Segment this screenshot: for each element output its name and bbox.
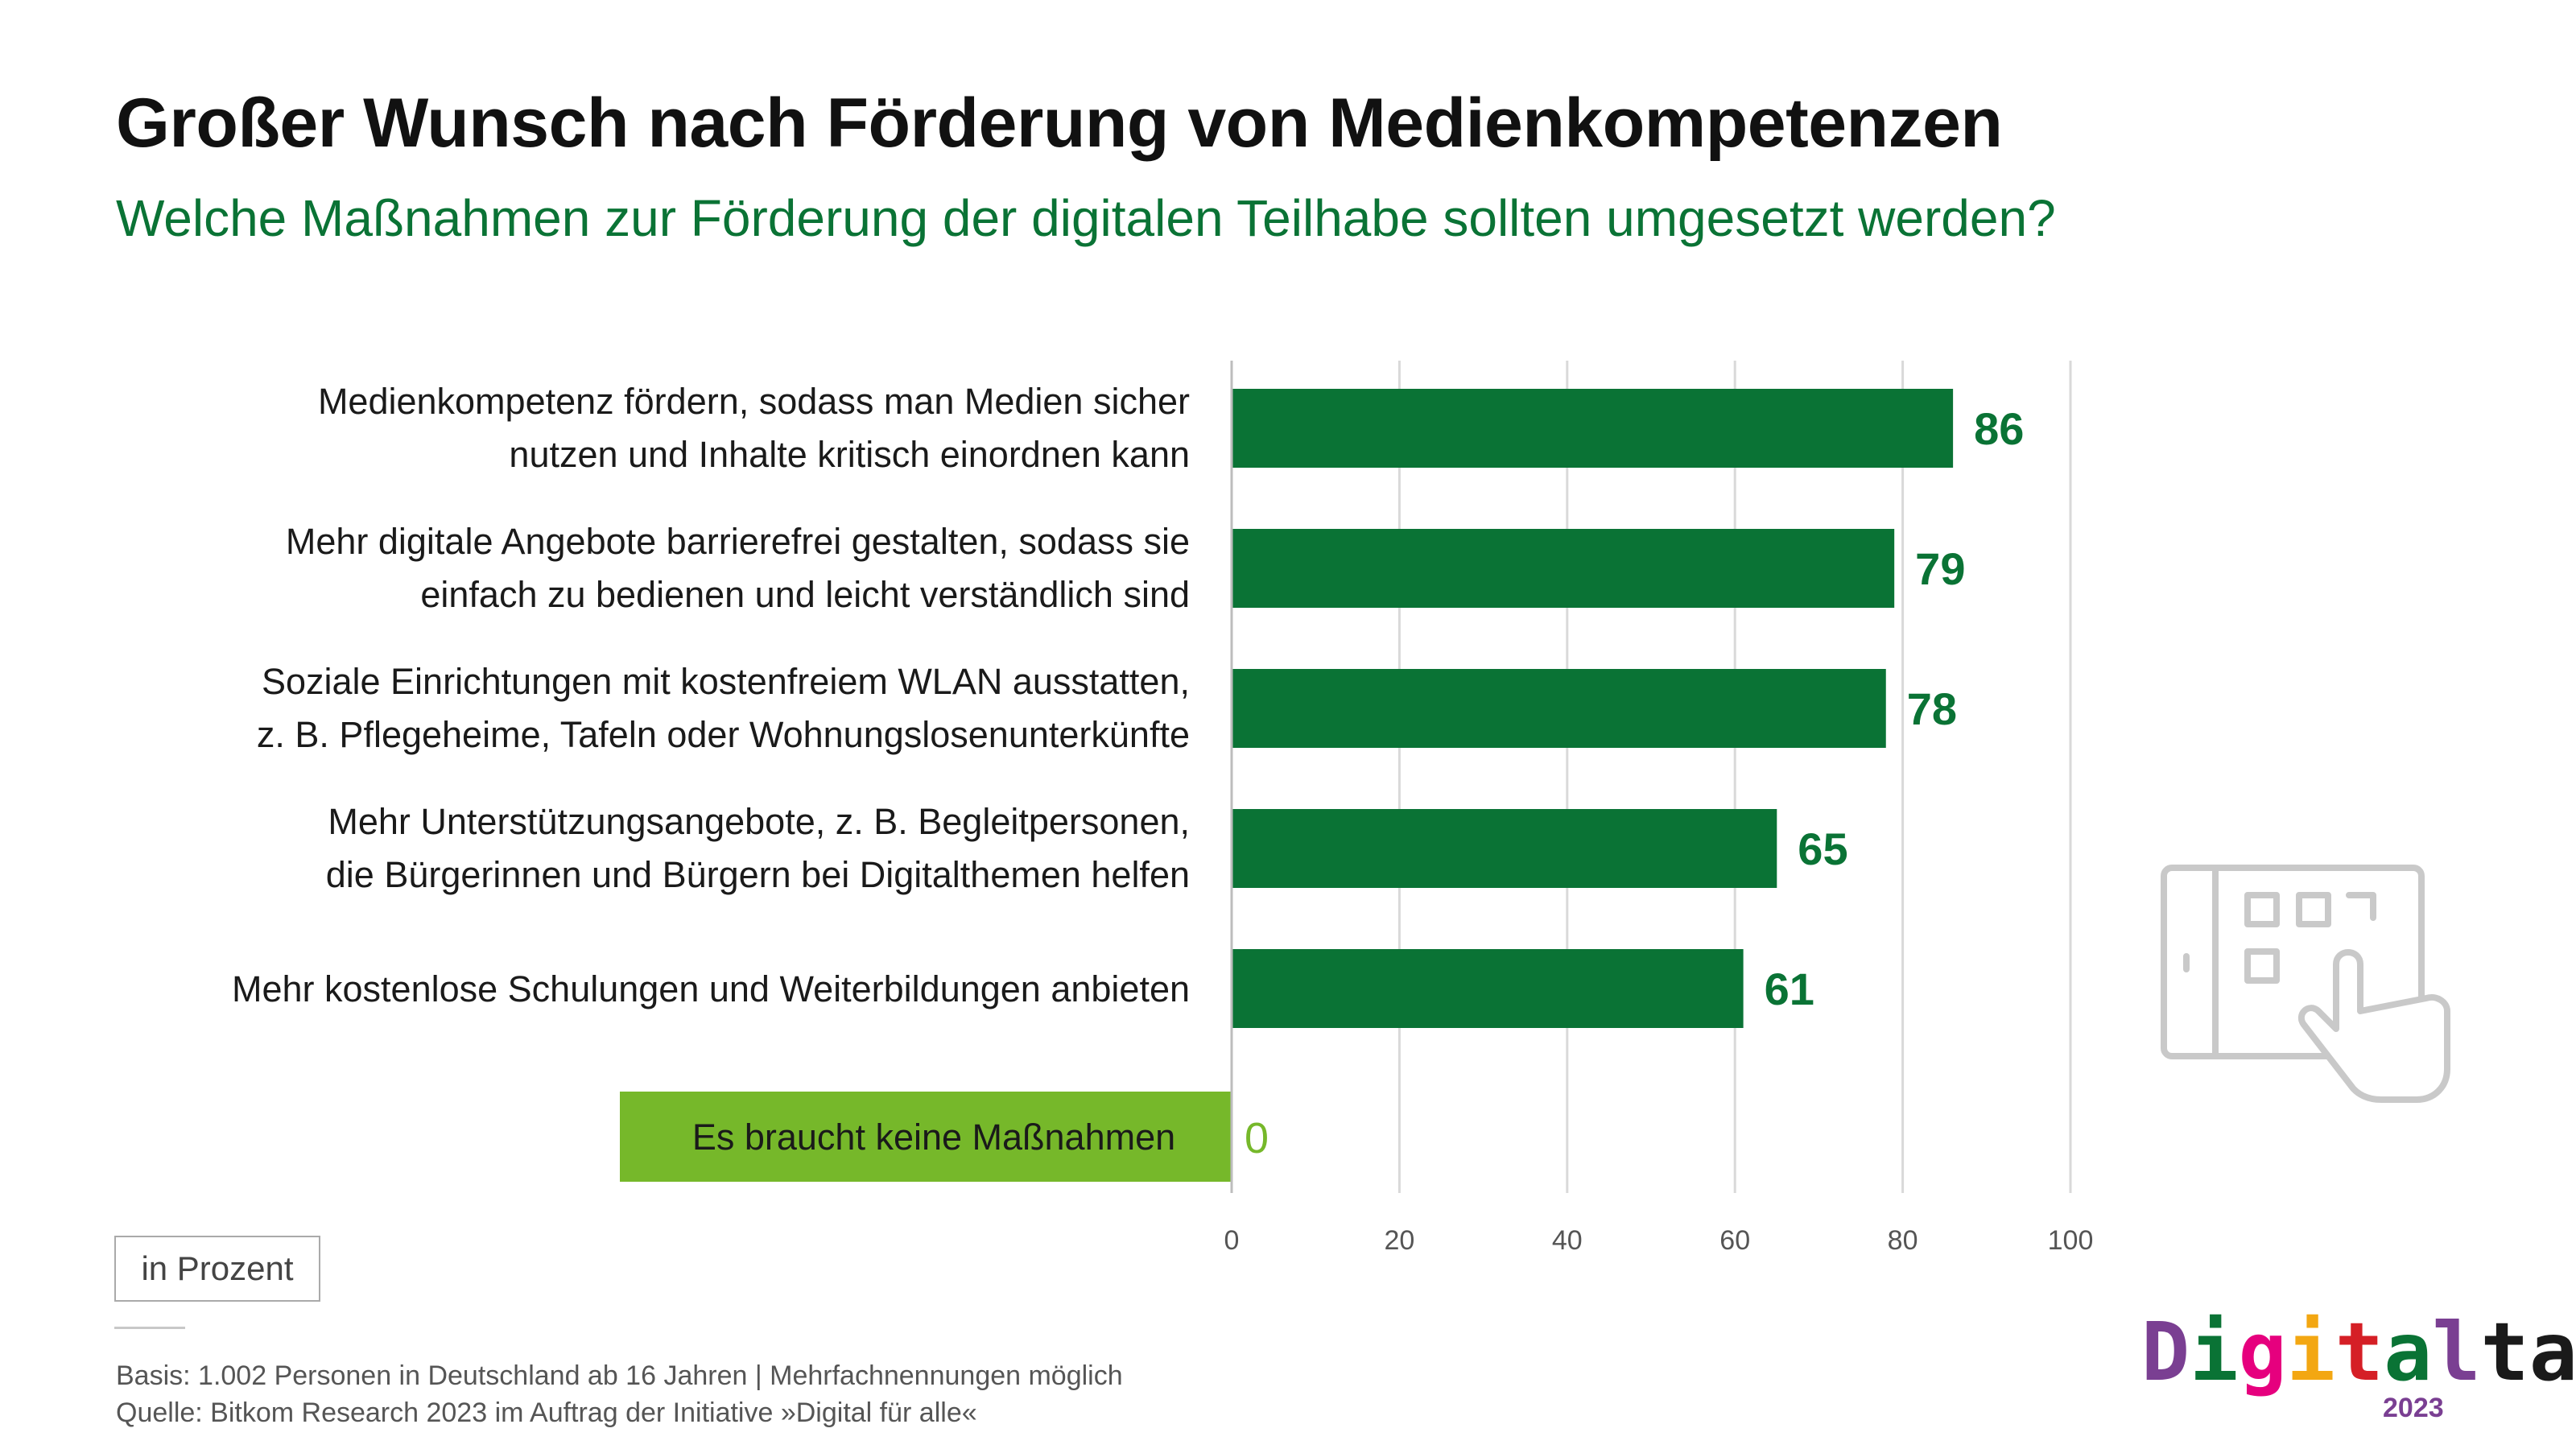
category-label: Mehr Unterstützungsangebote, z. B. Begle… bbox=[328, 801, 1190, 842]
data-label: 61 bbox=[1765, 964, 1814, 1014]
highlight-category-label: Es braucht keine Maßnahmen bbox=[692, 1117, 1175, 1158]
category-label: z. B. Pflegeheime, Tafeln oder Wohnungsl… bbox=[257, 714, 1190, 755]
logo-letter: D bbox=[2141, 1305, 2190, 1399]
bar bbox=[1232, 529, 1895, 608]
x-tick-label: 40 bbox=[1552, 1225, 1583, 1256]
category-label: einfach zu bedienen und leicht verständl… bbox=[420, 574, 1190, 615]
bar bbox=[1232, 669, 1886, 748]
bar bbox=[1232, 389, 1954, 468]
bar bbox=[1232, 809, 1777, 888]
footnote-divider bbox=[114, 1327, 185, 1329]
tablet-touch-icon bbox=[2161, 865, 2450, 1103]
x-tick-label: 20 bbox=[1384, 1225, 1414, 1256]
chart-title: Großer Wunsch nach Förderung von Medienk… bbox=[116, 85, 2003, 162]
data-label: 79 bbox=[1915, 543, 1965, 594]
category-label: Mehr kostenlose Schulungen und Weiterbil… bbox=[232, 968, 1190, 1009]
highlight-category-box bbox=[620, 1092, 1232, 1182]
unit-label: in Prozent bbox=[114, 1236, 320, 1302]
x-tick-label: 80 bbox=[1888, 1225, 1918, 1256]
data-label: 78 bbox=[1907, 683, 1957, 734]
logo-letter: t bbox=[2334, 1305, 2384, 1399]
logo-letter: t bbox=[2480, 1305, 2529, 1399]
logo-year: 2023 bbox=[2383, 1393, 2444, 1423]
x-tick-label: 0 bbox=[1224, 1225, 1240, 1256]
category-label: Mehr digitale Angebote barrierefrei gest… bbox=[286, 521, 1190, 562]
x-tick-label: 60 bbox=[1719, 1225, 1750, 1256]
category-label: Medienkompetenz fördern, sodass man Medi… bbox=[318, 381, 1190, 422]
logo-letter: i bbox=[2190, 1305, 2239, 1399]
category-label: die Bürgerinnen und Bürgern bei Digitalt… bbox=[326, 854, 1190, 895]
logo-letter: a bbox=[2529, 1305, 2576, 1399]
chart-subtitle: Welche Maßnahmen zur Förderung der digit… bbox=[116, 189, 2056, 247]
footnote-basis: Basis: 1.002 Personen in Deutschland ab … bbox=[116, 1360, 1123, 1391]
logo-letter: i bbox=[2286, 1305, 2335, 1399]
logo-letter: l bbox=[2432, 1305, 2481, 1399]
data-label: 86 bbox=[1974, 403, 2024, 454]
footnote-source: Quelle: Bitkom Research 2023 im Auftrag … bbox=[116, 1397, 977, 1428]
digitaltag-logo: Digitaltag bbox=[2141, 1312, 2576, 1393]
bar bbox=[1232, 949, 1744, 1028]
x-tick-label: 100 bbox=[2048, 1225, 2094, 1256]
highlight-data-label: 0 bbox=[1245, 1114, 1269, 1162]
category-label: Soziale Einrichtungen mit kostenfreiem W… bbox=[262, 661, 1190, 702]
category-label: nutzen und Inhalte kritisch einordnen ka… bbox=[509, 434, 1190, 475]
logo-letter: g bbox=[2238, 1305, 2287, 1399]
logo-letter: a bbox=[2384, 1305, 2433, 1399]
data-label: 65 bbox=[1798, 824, 1847, 874]
